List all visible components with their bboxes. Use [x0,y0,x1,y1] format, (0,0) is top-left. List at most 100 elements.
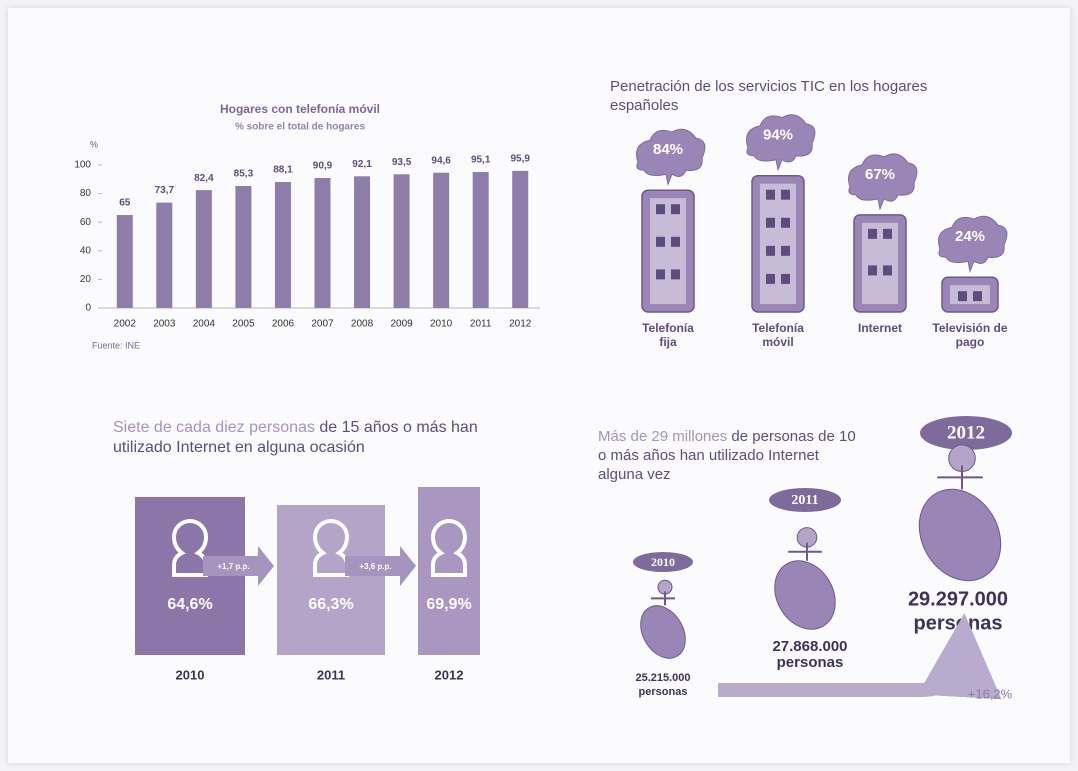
x-tick-label: 2010 [430,319,453,330]
mouse [918,488,1002,582]
figure-body [788,542,822,561]
chart-title: Hogares con telefonía móvil [220,102,380,116]
value-label: 95,9 [510,154,530,165]
value-label: 88,1 [273,165,293,176]
year-label: 2011 [317,667,345,682]
window [656,269,665,280]
value-label: 95,1 [471,155,491,166]
value-label: 24% [955,228,985,245]
value-label: 90,9 [313,161,333,172]
x-tick-label: 2002 [114,319,137,330]
mouse [640,605,686,659]
value-label: 82,4 [194,173,214,184]
building-icon [862,222,898,304]
x-tick-label: 2008 [351,319,374,330]
window [671,269,680,280]
window [671,204,680,215]
x-tick-label: 2003 [153,319,176,330]
year-box [418,487,480,655]
x-tick-label: 2007 [311,319,334,330]
window [766,245,775,256]
y-axis-label: % [90,139,98,149]
category-label: Telefonía móvil [752,321,804,349]
growth-label: +16,2% [968,686,1013,701]
cloud [636,128,706,186]
year-oval [769,488,841,512]
source: Fuente: INE [92,340,140,350]
year-label: 2012 [435,667,464,682]
value-label: 85,3 [234,169,254,180]
year-oval [920,416,1012,450]
bar [274,182,291,308]
window [656,204,665,215]
y-tick-label: 100 [74,160,91,171]
bar [393,174,410,308]
arrow [203,546,274,586]
percent-label: 69,9% [426,596,471,613]
value-label: 65 [119,198,131,209]
change-label: +3,6 p.p. [359,562,391,571]
category-label: Telefonía fija [642,321,694,349]
bar [156,202,173,308]
x-tick-label: 2011 [470,319,492,330]
window [671,236,680,247]
value-label: 94% [763,127,793,144]
year-label: 2011 [791,493,818,508]
mouse [774,560,836,630]
window [868,265,877,276]
x-tick-label: 2004 [193,319,216,330]
value-label: 73,7 [155,185,175,196]
window [781,217,790,228]
bar [472,172,489,308]
y-tick-label: 60 [80,217,92,228]
ict-title: Penetración de los servicios TIC en los … [610,78,928,114]
year-label: 2010 [651,555,675,569]
chart-subtitle: % sobre el total de hogares [235,122,365,133]
bar [354,176,371,308]
title-highlight: Más de 29 millones [598,428,728,445]
unit-label: personas [914,612,1003,634]
x-tick-label: 2009 [390,319,413,330]
building-icon [650,198,686,304]
title-rest: de personas de 10 o más años han utiliza… [598,428,856,483]
person-icon [171,519,209,577]
figure-body [651,591,675,606]
bar [314,178,331,308]
window [781,189,790,200]
year-oval [633,552,693,572]
x-tick-label: 2005 [232,319,255,330]
y-tick-label: 20 [80,274,92,285]
year-box [277,505,385,655]
unit-label: personas [639,686,688,698]
growth-arrow [718,613,1002,700]
count-label: 25.215.000 [635,672,690,684]
bar [512,170,529,308]
value-label: 92,1 [352,159,372,170]
person-icon [312,519,350,577]
cloud [848,153,918,211]
bar [433,172,450,308]
year-label: 2012 [947,422,985,443]
facade [862,222,898,304]
category-label: Internet [858,321,902,335]
value-label: 93,5 [392,157,412,168]
value-label: 67% [865,166,895,183]
facade [950,285,990,304]
title-rest: de 15 años o más han utilizado Internet … [113,419,478,456]
window [781,245,790,256]
bar [195,190,212,308]
window [868,228,877,239]
figure-body [937,465,983,490]
window [766,273,775,284]
value-label: 84% [653,141,683,158]
window [656,236,665,247]
arrow [345,546,416,586]
users-title: Más de 29 millones de personas de 10 o m… [598,428,860,484]
percent-label: 66,3% [308,596,353,613]
building-icon [760,183,796,304]
percent-label: 64,6% [167,596,212,613]
window [883,265,892,276]
x-tick-label: 2012 [509,319,532,330]
